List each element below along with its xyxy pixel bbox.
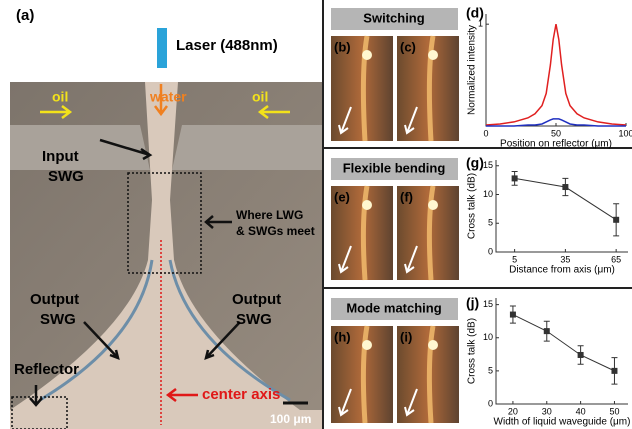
- chart-label: (g): [466, 155, 484, 171]
- photo-spot: [428, 50, 438, 60]
- series-line: [513, 315, 615, 371]
- y-tick-label: 1: [478, 19, 483, 29]
- point: [510, 312, 516, 318]
- x-tick-label: 20: [508, 406, 518, 416]
- output-label: SWG: [236, 311, 272, 328]
- photo-label: (c): [400, 39, 416, 54]
- x-axis-label: Distance from axis (μm): [509, 265, 615, 276]
- x-axis-label: Position on reflector (μm): [500, 139, 612, 150]
- x-tick-label: 0: [483, 128, 488, 138]
- y-tick-label: 10: [483, 189, 493, 199]
- center-axis-label: center axis: [202, 386, 280, 403]
- input-label: Input: [42, 148, 79, 165]
- x-tick-label: 100: [618, 128, 632, 138]
- water-label: water: [149, 89, 187, 105]
- y-axis-label: Cross talk (dB): [467, 173, 478, 239]
- y-tick-label: 5: [488, 218, 493, 228]
- output-label: Output: [232, 291, 281, 308]
- x-tick-label: 30: [542, 406, 552, 416]
- photo-label: (b): [334, 39, 351, 54]
- laser-beam: [157, 28, 167, 68]
- axis: [496, 160, 628, 252]
- photo-spot: [362, 340, 372, 350]
- photo-spot: [362, 50, 372, 60]
- meet-label: Where LWG: [236, 208, 303, 222]
- oil-label: oil: [252, 89, 268, 105]
- x-tick-label: 35: [560, 254, 570, 264]
- y-tick-label: 0: [488, 398, 493, 408]
- x-tick-label: 5: [512, 254, 517, 264]
- x-tick-label: 50: [609, 406, 619, 416]
- figure: (a) Laser (488nm) oil water oil Input SW…: [0, 0, 632, 429]
- y-tick-label: 15: [483, 299, 493, 309]
- y-axis-label: Normalized intensity: [467, 25, 478, 115]
- row-title: Flexible bending: [343, 160, 446, 175]
- point: [562, 184, 568, 190]
- photo-label: (f): [400, 189, 413, 204]
- scale-label: 100 μm: [270, 412, 311, 426]
- point: [611, 368, 617, 374]
- photo-spot: [362, 200, 372, 210]
- output-label: Output: [30, 291, 79, 308]
- reflector-label: Reflector: [14, 361, 79, 378]
- x-tick-label: 50: [551, 128, 561, 138]
- y-axis-label: Cross talk (dB): [467, 318, 478, 384]
- row-title: Switching: [363, 10, 424, 25]
- output-label: SWG: [40, 311, 76, 328]
- y-tick-label: 15: [483, 160, 493, 170]
- axis: [486, 14, 626, 126]
- point: [578, 352, 584, 358]
- meet-label: & SWGs meet: [236, 224, 315, 238]
- point: [613, 217, 619, 223]
- photo-label: (e): [334, 189, 350, 204]
- photo-label: (i): [400, 329, 412, 344]
- panel-label: (a): [16, 7, 34, 24]
- laser-label: Laser (488nm): [176, 37, 278, 54]
- chart-label: (j): [466, 295, 479, 311]
- y-tick-label: 5: [488, 365, 493, 375]
- photo-spot: [428, 340, 438, 350]
- photo-label: (h): [334, 329, 351, 344]
- y-tick-label: 0: [488, 246, 493, 256]
- oil-label: oil: [52, 89, 68, 105]
- series-line: [486, 24, 626, 125]
- point: [544, 328, 550, 334]
- input-label: SWG: [48, 168, 84, 185]
- row-title: Mode matching: [346, 300, 441, 315]
- x-tick-label: 65: [611, 254, 621, 264]
- x-tick-label: 40: [576, 406, 586, 416]
- point: [512, 175, 518, 181]
- photo-spot: [428, 200, 438, 210]
- x-axis-label: Width of liquid waveguide (μm): [494, 417, 631, 428]
- chart: (j) 0 5 10 15 20 30 40 50Width of liquid wavegui…: [466, 295, 630, 428]
- y-tick-label: 10: [483, 332, 493, 342]
